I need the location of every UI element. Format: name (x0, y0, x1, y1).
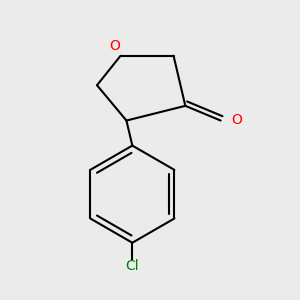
Text: O: O (231, 113, 242, 127)
Text: O: O (109, 39, 120, 53)
Text: Cl: Cl (125, 259, 139, 273)
